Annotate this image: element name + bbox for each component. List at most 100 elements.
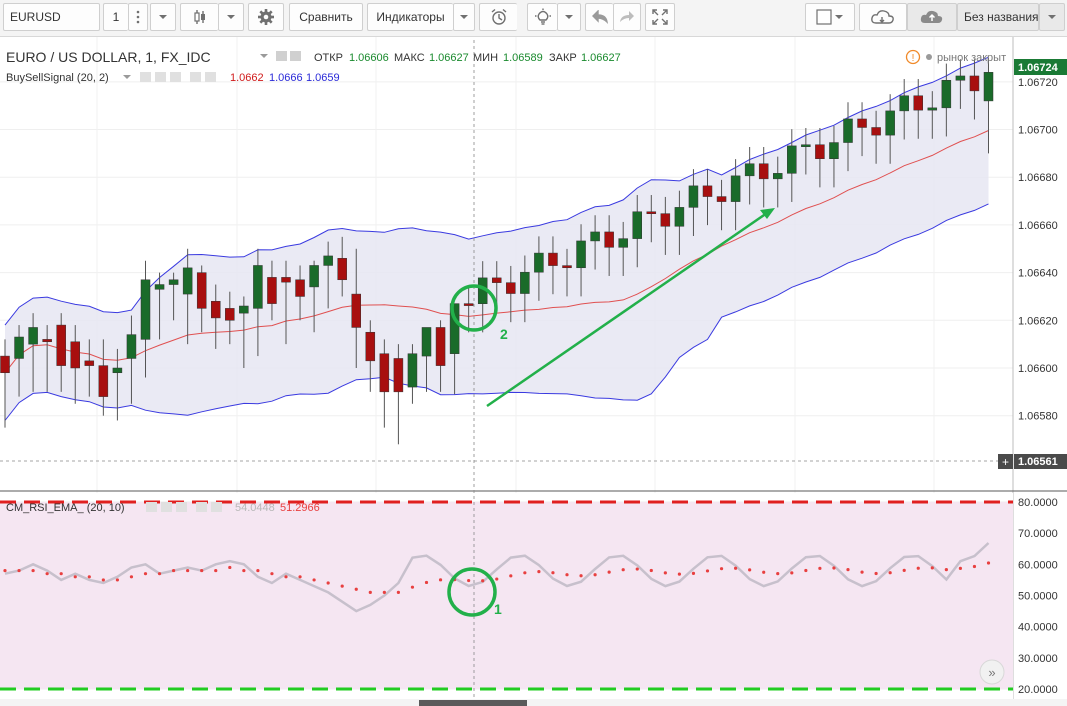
close-icon[interactable] — [205, 72, 216, 82]
double-chevron-right-icon: » — [988, 665, 995, 680]
add-icon[interactable] — [196, 502, 207, 512]
indicators-dropdown[interactable] — [453, 3, 475, 31]
square-icon — [816, 9, 843, 25]
candle-body — [323, 255, 333, 266]
lightbulb-icon — [534, 8, 551, 25]
close-value: 1.06627 — [581, 52, 621, 64]
candle-body — [688, 185, 699, 208]
compare-button[interactable]: Сравнить — [289, 3, 363, 31]
rsi-ema-point — [748, 568, 752, 572]
chart-style-button[interactable] — [180, 3, 218, 31]
rsi-tick-label: 60.0000 — [1018, 559, 1058, 571]
rsi-ema-point — [200, 568, 204, 573]
rsi-ema-point — [143, 572, 148, 576]
high-label: МАКС — [394, 52, 425, 64]
rsi-ema-point — [228, 565, 232, 570]
y-tick-label: 1.06600 — [1018, 363, 1058, 375]
rsi-ema-point — [17, 568, 21, 573]
scroll-to-realtime-button[interactable] — [979, 659, 1005, 685]
ideas-dropdown[interactable] — [557, 3, 581, 31]
rsi-name[interactable]: CM_RSI_EMA_ (20, 10) — [6, 502, 125, 514]
compare-label: Сравнить — [299, 10, 353, 24]
rsi-ema-point — [551, 571, 555, 575]
plus-icon-glyph: + — [1002, 455, 1009, 469]
rsi-ema-point — [874, 571, 878, 576]
eye-icon[interactable] — [140, 72, 151, 82]
rsi-tick-label: 40.0000 — [1018, 622, 1058, 634]
candle-body — [492, 277, 502, 283]
y-tick-label: 1.06640 — [1018, 268, 1058, 280]
candle-body — [56, 324, 66, 366]
settings-icon[interactable] — [155, 72, 166, 82]
rsi-ema-point — [776, 572, 780, 576]
settings-icon[interactable] — [290, 51, 301, 61]
layout-name-button[interactable]: Без названия — [957, 3, 1039, 31]
settings-icon[interactable] — [161, 502, 172, 512]
high-value: 1.06627 — [429, 52, 469, 64]
chevron-down-icon[interactable] — [123, 75, 131, 79]
candle-body — [773, 173, 783, 180]
candle-body — [534, 252, 544, 273]
layout-button[interactable] — [805, 3, 855, 31]
chart-style-dropdown[interactable] — [218, 3, 244, 31]
ideas-button[interactable] — [527, 3, 557, 31]
eye-icon[interactable] — [146, 502, 157, 512]
close-label: ЗАКР — [549, 52, 577, 64]
rsi-ema-point — [186, 568, 190, 573]
annotation-circle-2[interactable] — [450, 284, 498, 332]
load-chart-button[interactable] — [859, 3, 907, 31]
drag-dots-icon[interactable] — [128, 3, 148, 31]
redo-button[interactable] — [613, 3, 641, 31]
rsi-ema-point — [424, 580, 429, 585]
rsi-ema-point — [860, 570, 864, 574]
layout-dropdown[interactable] — [1039, 3, 1065, 31]
candle-body — [646, 211, 657, 214]
time-scrollbar[interactable] — [419, 700, 527, 706]
rsi-value-1: 54.0448 — [235, 502, 275, 514]
time-axis[interactable] — [0, 699, 1067, 706]
rsi-axis[interactable]: 80.0000 70.0000 60.0000 50.0000 40.0000 30.00… — [1018, 497, 1058, 696]
candle-body — [604, 231, 614, 248]
candle-body — [815, 144, 825, 159]
indicators-button[interactable]: Индикаторы — [367, 3, 453, 31]
plus-icon[interactable] — [998, 454, 1013, 469]
indicator-name[interactable]: BuySellSignal (20, 2) — [6, 72, 109, 84]
interval-dropdown-button[interactable] — [150, 3, 176, 31]
add-icon[interactable] — [190, 72, 201, 82]
alert-button[interactable] — [479, 3, 517, 31]
rsi-tick-label: 20.0000 — [1018, 684, 1058, 696]
trend-arrow[interactable] — [486, 211, 768, 408]
candle-body — [281, 277, 291, 283]
y-tick-label: 1.06720 — [1018, 77, 1058, 89]
fullscreen-button[interactable] — [645, 3, 675, 31]
warning-icon[interactable] — [905, 49, 921, 65]
symbol-search-input[interactable]: EURUSD — [3, 3, 100, 31]
rsi-ema-point — [298, 575, 302, 579]
save-chart-button[interactable] — [907, 3, 957, 31]
rsi-ema-point — [958, 566, 963, 570]
close-icon[interactable] — [211, 502, 222, 512]
annotation-circle-1[interactable] — [447, 567, 497, 617]
chart-area[interactable]: 1.06720 1.06700 1.06680 1.06660 1.06640 1.066… — [0, 37, 1067, 706]
layout-name: Без названия — [964, 10, 1039, 24]
indicator-value-3: 1.0659 — [306, 72, 340, 84]
candle-body — [632, 211, 642, 239]
candle-body — [744, 163, 755, 177]
candlestick-series — [0, 58, 994, 445]
undo-button[interactable] — [585, 3, 613, 31]
source-icon[interactable] — [176, 502, 187, 512]
source-icon[interactable] — [170, 72, 181, 82]
rsi-ema-point — [790, 571, 794, 575]
eye-icon[interactable] — [276, 51, 287, 61]
interval-button[interactable]: 1 — [103, 3, 128, 31]
chevron-down-icon[interactable] — [260, 54, 268, 58]
rsi-ema-point — [438, 578, 443, 582]
rsi-ema-point — [31, 568, 35, 573]
rsi-ema-point — [382, 590, 386, 594]
candle-body — [843, 118, 853, 143]
candle-body — [618, 238, 628, 248]
settings-button[interactable] — [248, 3, 284, 31]
symbol-title[interactable]: EURO / US DOLLAR, 1, FX_IDC — [6, 49, 211, 65]
y-tick-label: 1.06680 — [1018, 172, 1058, 184]
candle-body — [0, 355, 10, 374]
